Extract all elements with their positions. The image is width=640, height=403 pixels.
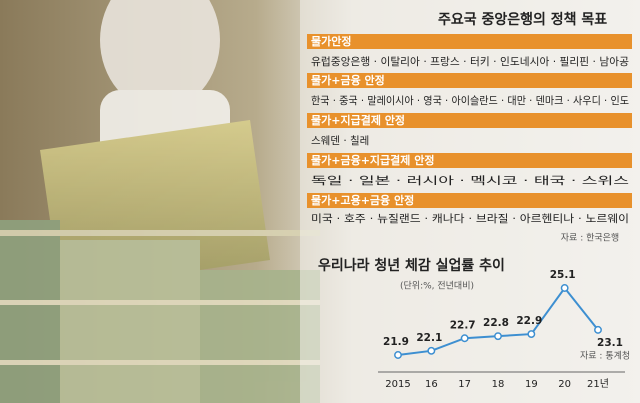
goal-bar bbox=[307, 113, 632, 128]
goal-label: 물가안정 bbox=[311, 34, 351, 48]
x-tick-label: 19 bbox=[525, 379, 538, 390]
value-label: 22.9 bbox=[516, 315, 542, 327]
country-list: 유럽중앙은행 · 이탈리아 · 프랑스 · 터키 · 인도네시아 · 필리핀 ·… bbox=[311, 55, 629, 68]
value-label: 23.1 bbox=[597, 337, 623, 349]
country-list: 미국 · 호주 · 뉴질랜드 · 캐나다 · 브라질 · 아르헨티나 · 노르웨… bbox=[311, 213, 629, 225]
value-label: 22.1 bbox=[416, 332, 442, 344]
x-tick-label: 21년 bbox=[587, 378, 609, 390]
point bbox=[560, 284, 569, 292]
x-tick-label: 17 bbox=[458, 379, 471, 390]
point bbox=[494, 332, 502, 341]
goal-bar bbox=[307, 153, 632, 168]
goal-bar bbox=[307, 193, 632, 208]
goal-label: 물가+금융 안정 bbox=[311, 73, 385, 87]
x-tick-label: 20 bbox=[558, 379, 571, 390]
country-list: 독일 · 일본 · 러시아 · 멕시코 · 태국 · 스위스 bbox=[311, 174, 630, 187]
chart-title: 우리나라 청년 체감 실업률 추이 bbox=[318, 257, 505, 274]
x-tick-label: 2015 bbox=[385, 379, 410, 390]
goal-label: 물가+지급결제 안정 bbox=[311, 113, 405, 127]
country-list: 스웨덴 · 칠레 bbox=[311, 135, 369, 147]
table-title: 주요국 중앙은행의 정책 목표 bbox=[438, 11, 607, 28]
source: 자료 : 통계청 bbox=[580, 350, 630, 362]
point bbox=[594, 325, 602, 334]
value-label: 25.1 bbox=[550, 269, 576, 281]
x-tick-label: 16 bbox=[425, 379, 438, 390]
chart-subtitle: (단위:%, 전년대비) bbox=[400, 281, 474, 292]
source: 자료 : 한국은행 bbox=[561, 232, 619, 244]
value-label: 21.9 bbox=[383, 336, 409, 348]
x-tick-label: 18 bbox=[492, 379, 505, 390]
country-list: 한국 · 중국 · 말레이시아 · 영국 · 아이슬란드 · 대만 · 덴마크 … bbox=[311, 95, 629, 107]
goal-bar bbox=[307, 34, 632, 49]
goal-label: 물가+금융+지급결제 안정 bbox=[311, 153, 434, 167]
goal-bar bbox=[307, 73, 632, 88]
point bbox=[427, 346, 436, 355]
value-label: 22.7 bbox=[450, 319, 476, 331]
point bbox=[527, 330, 536, 339]
value-label: 22.8 bbox=[483, 317, 509, 329]
goal-label: 물가+고용+금융 안정 bbox=[311, 193, 414, 207]
point bbox=[460, 334, 469, 343]
photo-illustration bbox=[0, 0, 320, 403]
point bbox=[394, 351, 402, 359]
